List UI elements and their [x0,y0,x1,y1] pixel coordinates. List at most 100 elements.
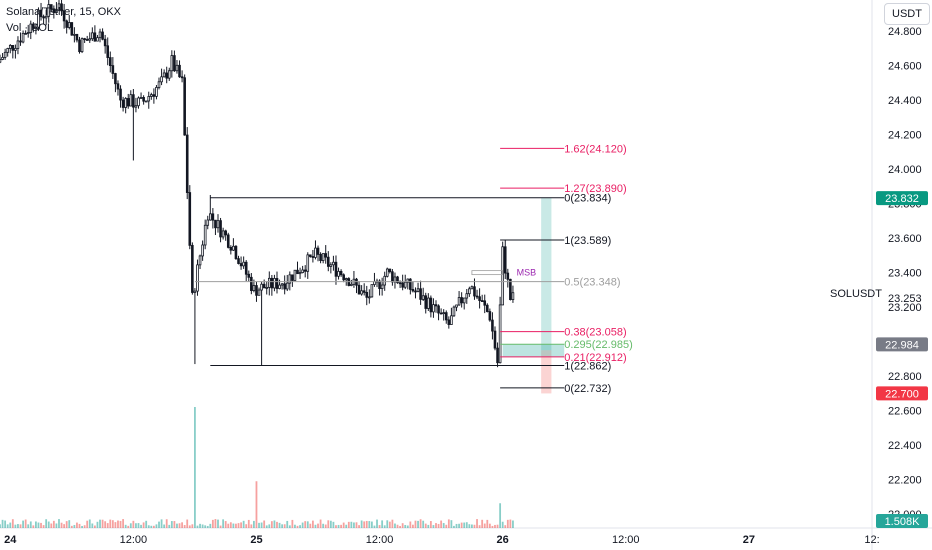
candle-body [234,245,238,260]
volume-bar [111,520,114,528]
fib-level-label: 0(22.732) [564,383,611,395]
volume-bar [117,520,119,528]
volume-bar [86,520,89,528]
volume-bar [324,524,327,528]
volume-bar [227,523,230,528]
candle-body [321,253,325,261]
volume-bar [350,521,353,528]
candle-body [314,247,317,258]
volume-bar [401,523,404,528]
candle-body [137,97,140,107]
volume-bar [145,520,148,528]
volume-bar [435,523,437,528]
volume-bar [311,520,314,528]
volume-bar [42,525,45,528]
candle-body [193,290,197,293]
candle-body [83,38,86,41]
volume-bar [265,525,268,528]
candle-body [450,315,453,325]
candle-body [1,56,4,60]
volume-bar [270,521,273,528]
candle-body [383,275,387,286]
volume-bar [135,523,137,528]
volume-bar [22,520,24,528]
candle-body [247,273,251,278]
volume-bar [93,525,96,528]
candle-body [47,4,51,17]
volume-bar [409,521,412,528]
candle-body [391,271,394,283]
volume-bar [222,519,225,528]
volume-bar [237,523,240,528]
volume-bar [88,519,91,528]
candle-body [3,51,7,58]
volume-bar [360,520,363,528]
volume-bar [191,524,194,528]
volume-bar [258,522,260,528]
volume-bar [247,519,250,528]
fib-level-label: 0(23.834) [564,193,611,205]
candle-body [106,45,110,58]
candle-body [339,270,343,276]
y-tick-label: 24.200 [888,130,922,142]
candle-body [132,94,135,108]
candle-body [85,39,89,41]
candle-body [298,272,302,275]
candle-body [252,285,256,291]
volume-bar [335,525,337,528]
candle-body [185,134,189,193]
candle-body [439,312,443,315]
volume-badge [876,514,928,528]
candle-body [78,39,81,53]
candle-body [209,213,212,221]
volume-bar [240,522,242,528]
volume-badge-label: 1.508K [885,516,921,528]
candle-body [419,288,422,300]
candles [0,0,515,368]
volume-bar [301,522,304,528]
candle-body [293,269,297,281]
volume-bar [499,503,502,528]
volume-bar [450,520,453,528]
volume-bar [365,520,368,528]
volume-bar [329,520,332,528]
candle-body [444,312,448,321]
volume-bar [0,524,1,528]
volume-bar [127,525,130,528]
candle-body [460,297,463,304]
candle-body [285,282,289,290]
x-tick-label: 12:00 [612,534,640,546]
volume-bar [60,522,63,528]
currency-button[interactable]: USDT [884,3,930,25]
candle-body [503,246,507,274]
candle-body [475,295,479,298]
candle-body [6,48,9,53]
volume-indicator-label[interactable]: Vol · SOL [6,22,54,34]
volume-bar [304,521,307,528]
candle-body [306,254,310,272]
volume-bar [96,521,99,528]
volume-bar [463,522,466,528]
volume-bar [68,520,71,528]
candle-body [124,98,127,108]
volume-bar [194,407,196,528]
volume-bar [306,521,309,528]
candle-body [432,304,435,313]
volume-bar [152,525,155,528]
candle-body [260,283,263,291]
volume-bar [109,519,112,528]
candle-body [160,76,163,83]
volume-bar [376,519,378,528]
candle-body [108,57,112,67]
candle-body [511,292,515,300]
candle-body [337,270,340,277]
candle-body [134,105,138,108]
candle-body [34,26,38,29]
candle-body [111,65,115,74]
candle-body [188,192,192,246]
candle-body [49,4,53,10]
candle-body [211,213,215,221]
volume-bar [76,522,78,528]
volume-bar [24,519,27,528]
